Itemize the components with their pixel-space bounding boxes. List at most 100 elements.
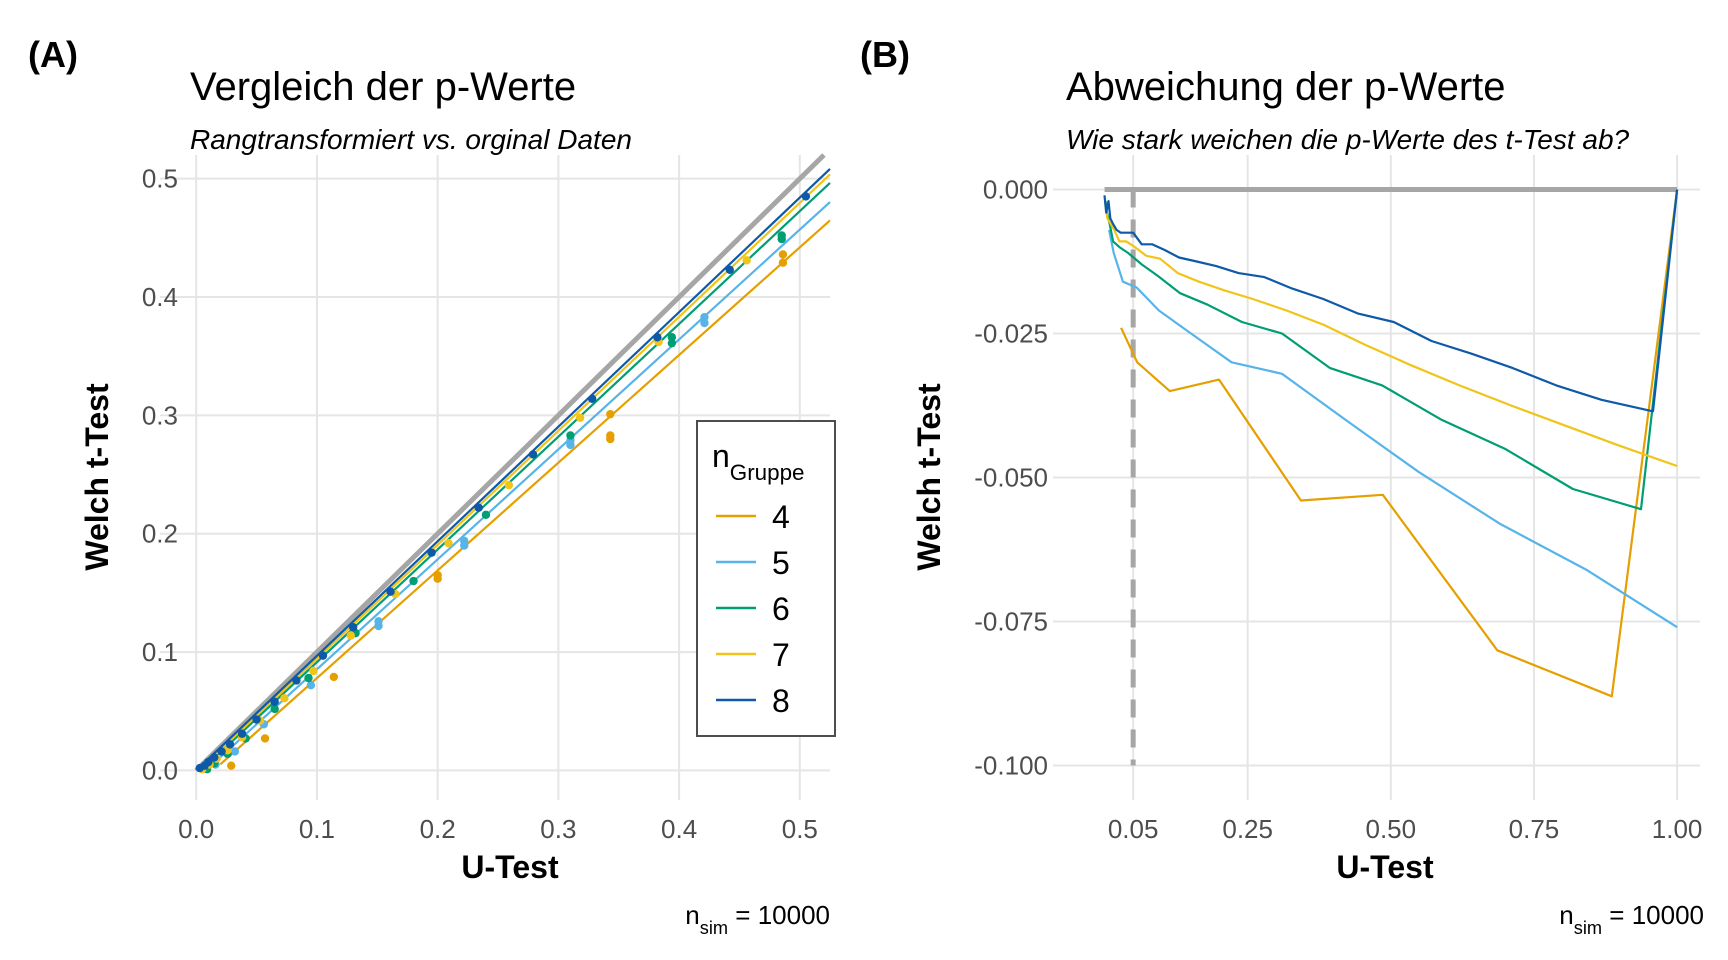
- data-point: [566, 431, 575, 440]
- x-axis-title: U-Test: [461, 849, 559, 885]
- data-point: [230, 747, 240, 756]
- y-tick-label: 0.1: [142, 637, 178, 667]
- data-point: [227, 761, 236, 770]
- panel-a: (A) Vergleich der p-Werte Rangtransformier…: [28, 34, 836, 938]
- series-line-5: [1108, 229, 1678, 629]
- data-point: [778, 250, 788, 259]
- legend-label: 6: [772, 591, 790, 627]
- x-tick-label: 0.05: [1108, 814, 1159, 844]
- legend-label: 7: [772, 637, 790, 673]
- chart-title: Abweichung der p-Werte: [1066, 65, 1506, 109]
- data-point: [700, 312, 709, 322]
- series-8: [195, 168, 831, 773]
- x-tick-label: 1.00: [1652, 814, 1703, 844]
- x-tick-label: 0.50: [1366, 814, 1417, 844]
- series-line-7: [1104, 200, 1678, 468]
- data-point: [444, 538, 453, 548]
- data-point: [374, 617, 383, 626]
- fit-line-6: [200, 182, 831, 772]
- fit-line-4: [219, 219, 831, 766]
- y-tick-label: 0.2: [142, 519, 178, 549]
- data-point: [260, 734, 270, 743]
- y-tick-label: 0.000: [983, 175, 1048, 205]
- data-point: [725, 265, 735, 274]
- y-tick-label: -0.050: [974, 463, 1048, 493]
- data-point: [270, 697, 279, 706]
- y-tick-label: -0.075: [974, 606, 1048, 636]
- series-line-4: [1120, 189, 1679, 698]
- data-point: [204, 757, 213, 767]
- data-point: [409, 576, 418, 586]
- chart-subtitle: Rangtransformiert vs. orginal Daten: [190, 124, 632, 155]
- panel-tag: (B): [860, 34, 910, 75]
- data-point: [587, 394, 597, 403]
- y-tick-label: 0.0: [142, 755, 178, 785]
- x-tick-label: 0.75: [1509, 814, 1560, 844]
- data-point: [237, 729, 247, 738]
- data-point: [225, 740, 235, 749]
- chart-subtitle: Wie stark weichen die p-Werte des t-Test…: [1066, 124, 1630, 155]
- y-tick-label: -0.025: [974, 319, 1048, 349]
- data-point: [346, 631, 355, 640]
- data-point: [292, 676, 301, 685]
- data-point: [606, 409, 615, 419]
- x-tick-label: 0.5: [782, 814, 818, 844]
- legend-title: nGruppe: [712, 438, 804, 485]
- series-line-6: [1104, 189, 1679, 511]
- data-point: [270, 704, 279, 714]
- y-axis-title: Welch t-Test: [79, 383, 115, 571]
- x-tick-label: 0.25: [1222, 814, 1273, 844]
- data-point: [778, 258, 788, 267]
- data-point: [348, 623, 358, 632]
- panel-tag: (A): [28, 34, 78, 75]
- y-axis-title: Welch t-Test: [911, 383, 947, 571]
- data-point: [742, 256, 751, 265]
- data-point: [386, 587, 395, 596]
- legend-label: 5: [772, 545, 790, 581]
- x-tick-label: 0.1: [299, 814, 335, 844]
- data-point: [504, 480, 514, 490]
- caption: nsim = 10000: [685, 900, 830, 938]
- fit-line-7: [197, 173, 831, 772]
- identity-reference-line: [194, 153, 826, 773]
- chart-title: Vergleich der p-Werte: [190, 65, 576, 109]
- data-point: [433, 570, 442, 580]
- data-point: [306, 681, 316, 690]
- data-point: [252, 715, 261, 724]
- series-line-8: [1103, 189, 1679, 413]
- series-4: [219, 219, 831, 770]
- y-tick-label: 0.4: [142, 282, 178, 312]
- data-point: [667, 333, 677, 342]
- data-point: [329, 672, 339, 682]
- x-tick-label: 0.2: [420, 814, 456, 844]
- gridlines: [1053, 155, 1700, 800]
- y-tick-label: 0.5: [142, 164, 178, 194]
- data-point: [667, 338, 677, 348]
- fit-line-8: [195, 168, 831, 772]
- data-point: [210, 753, 219, 762]
- data-point: [606, 431, 615, 440]
- data-point: [575, 413, 585, 422]
- data-point: [427, 548, 436, 557]
- x-tick-label: 0.4: [661, 814, 697, 844]
- data-point: [309, 666, 318, 676]
- legend-label: 4: [772, 499, 790, 535]
- panel-b: (B) Abweichung der p-Werte Wie stark weich…: [860, 34, 1704, 938]
- x-axis-title: U-Test: [1336, 849, 1434, 885]
- data-point: [481, 510, 491, 519]
- data-point: [801, 192, 811, 201]
- data-point: [777, 231, 786, 240]
- data-point: [700, 318, 709, 328]
- x-tick-label: 0.0: [178, 814, 214, 844]
- data-point: [474, 503, 483, 512]
- caption: nsim = 10000: [1559, 900, 1704, 938]
- data-point: [304, 673, 313, 683]
- data-point: [460, 536, 469, 546]
- x-tick-label: 0.3: [540, 814, 576, 844]
- data-point: [528, 450, 538, 459]
- y-tick-label: 0.3: [142, 400, 178, 430]
- legend: nGruppe 4 5 6 7 8: [696, 420, 836, 737]
- legend-label: 8: [772, 683, 790, 719]
- data-point: [318, 651, 328, 660]
